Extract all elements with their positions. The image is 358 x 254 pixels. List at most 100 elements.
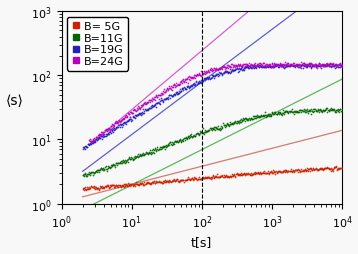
- Point: [274, 113, 280, 117]
- Point: [311, 64, 317, 68]
- Point: [220, 175, 226, 179]
- Point: [327, 108, 333, 112]
- Point: [169, 95, 175, 99]
- Point: [265, 169, 271, 173]
- Point: [232, 119, 238, 123]
- Point: [225, 66, 231, 70]
- Point: [89, 139, 95, 143]
- Point: [186, 136, 192, 140]
- Point: [249, 173, 255, 177]
- Point: [175, 83, 181, 87]
- Point: [257, 115, 262, 119]
- Point: [323, 63, 329, 67]
- Point: [124, 114, 130, 118]
- Point: [176, 89, 182, 93]
- Point: [305, 109, 311, 114]
- Point: [131, 108, 137, 112]
- Point: [220, 121, 226, 125]
- Point: [260, 62, 265, 66]
- Point: [88, 171, 93, 175]
- Point: [227, 65, 232, 69]
- Point: [156, 148, 161, 152]
- Point: [189, 77, 194, 81]
- Point: [291, 64, 296, 68]
- Point: [257, 114, 263, 118]
- Point: [159, 99, 165, 103]
- Point: [297, 64, 303, 68]
- Point: [193, 74, 199, 78]
- Point: [331, 64, 337, 68]
- Point: [137, 181, 143, 185]
- Point: [324, 167, 329, 171]
- Point: [319, 166, 325, 170]
- Point: [82, 172, 88, 176]
- Point: [175, 83, 180, 87]
- Point: [130, 157, 135, 162]
- Point: [195, 81, 201, 85]
- Point: [164, 97, 170, 101]
- Point: [97, 133, 103, 137]
- Point: [180, 78, 186, 82]
- Point: [224, 71, 230, 75]
- Point: [241, 172, 247, 176]
- Point: [115, 125, 120, 129]
- Point: [183, 78, 189, 82]
- Point: [128, 182, 134, 186]
- Point: [188, 133, 194, 137]
- Point: [88, 186, 93, 190]
- Point: [153, 147, 158, 151]
- Point: [231, 68, 236, 72]
- Point: [275, 63, 281, 67]
- Point: [95, 186, 101, 190]
- Point: [277, 62, 282, 67]
- Point: [217, 174, 223, 178]
- Point: [257, 172, 262, 176]
- Point: [195, 177, 201, 181]
- Point: [174, 177, 180, 181]
- Point: [311, 108, 317, 112]
- Point: [238, 68, 243, 72]
- Point: [98, 135, 104, 139]
- Point: [285, 63, 291, 67]
- Point: [151, 179, 157, 183]
- Point: [182, 136, 187, 140]
- Point: [141, 153, 147, 157]
- Point: [308, 65, 313, 69]
- Point: [165, 88, 171, 92]
- Point: [145, 152, 151, 156]
- Point: [233, 64, 238, 68]
- Point: [179, 90, 184, 94]
- Point: [186, 86, 192, 90]
- Point: [172, 140, 178, 144]
- Point: [334, 64, 339, 68]
- Point: [240, 119, 246, 123]
- Point: [329, 109, 335, 113]
- Point: [258, 63, 264, 67]
- Point: [95, 137, 101, 141]
- Point: [236, 172, 241, 176]
- Point: [310, 168, 315, 172]
- Point: [185, 135, 191, 139]
- Point: [307, 63, 313, 67]
- Point: [163, 90, 168, 94]
- Point: [182, 138, 188, 142]
- Point: [170, 94, 176, 98]
- Point: [176, 139, 182, 143]
- Point: [214, 73, 219, 77]
- Point: [266, 64, 271, 68]
- Point: [169, 86, 175, 90]
- Point: [154, 102, 160, 106]
- Point: [144, 107, 150, 111]
- Point: [221, 65, 227, 69]
- Point: [152, 181, 158, 185]
- Point: [262, 66, 268, 70]
- Point: [219, 73, 225, 77]
- Point: [240, 172, 246, 176]
- Point: [160, 90, 166, 94]
- Point: [197, 178, 203, 182]
- Point: [114, 122, 120, 126]
- Point: [326, 166, 332, 170]
- Point: [189, 85, 195, 89]
- Point: [213, 174, 219, 179]
- Point: [256, 64, 261, 68]
